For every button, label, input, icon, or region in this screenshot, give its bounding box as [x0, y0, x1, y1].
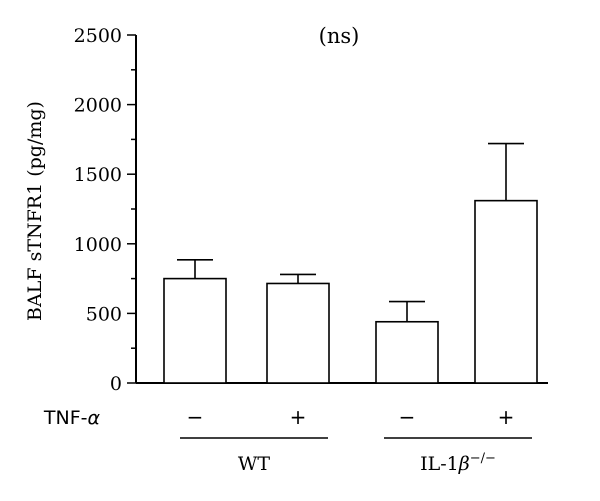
y-axis-ticks: 0 500 1000 1500 2000 2500	[74, 25, 136, 395]
bar	[375, 320, 439, 384]
bar	[474, 199, 538, 384]
y-tick-label: 0	[110, 373, 122, 395]
y-tick-label: 1000	[74, 234, 122, 256]
y-tick-label: 500	[86, 303, 122, 325]
bar	[266, 282, 330, 384]
group-label-il1b: IL-1β−/−	[420, 451, 496, 475]
y-tick-label: 1500	[74, 164, 122, 186]
treatment-row-label: TNF-α	[43, 407, 101, 429]
y-tick-label: 2500	[74, 25, 122, 47]
x-category-label: −	[187, 405, 204, 429]
y-tick-label: 2000	[74, 95, 122, 117]
error-bars	[177, 142, 524, 322]
x-category-labels: − + − +	[187, 405, 515, 429]
bars	[163, 199, 538, 384]
x-category-label: −	[399, 405, 416, 429]
group-label-wt: WT	[238, 453, 271, 475]
x-category-label: +	[290, 405, 307, 429]
bar	[163, 277, 227, 384]
significance-annotation: (ns)	[319, 24, 360, 48]
x-category-label: +	[498, 405, 515, 429]
y-axis-label: BALF sTNFR1 (pg/mg)	[24, 101, 46, 321]
